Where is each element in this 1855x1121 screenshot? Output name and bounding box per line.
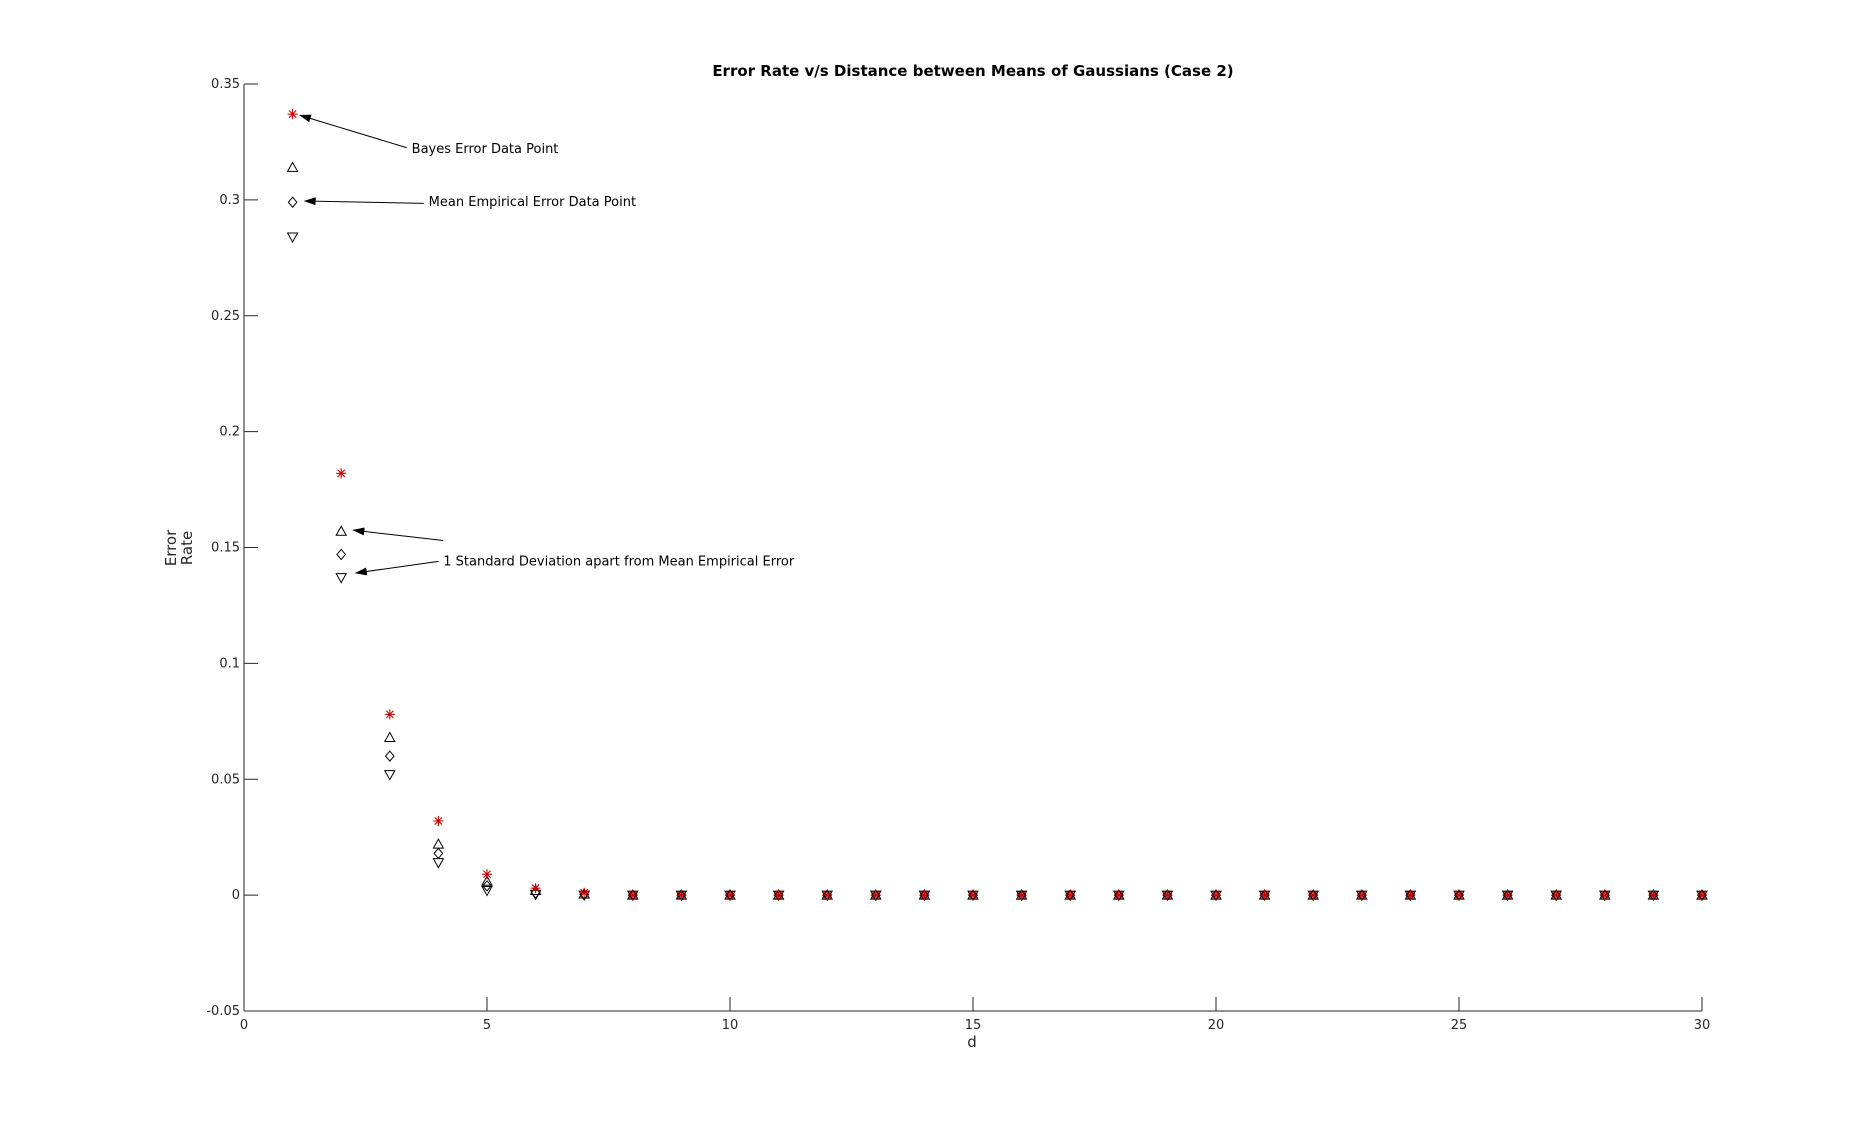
lower-std-point [432,858,445,869]
y-tick-label: 0.2 [219,425,240,440]
bayes-error-point [1599,890,1610,901]
annotation-arrow [352,527,444,542]
bayes-error-point [482,869,492,880]
bayes-error-point [1648,890,1659,901]
annotation-text: Bayes Error Data Point [412,142,559,157]
annotation-arrow [298,114,407,149]
bayes-error-point [1502,890,1513,901]
bayes-error-point [1162,890,1173,901]
lower-std-point [383,770,396,781]
y-tick-label: 0.25 [211,309,240,324]
y-tick-label: 0.1 [219,656,240,671]
x-tick-label: 25 [1451,1018,1468,1033]
upper-std-point [578,887,591,899]
bayes-error-point [1356,890,1367,901]
y-tick-label: 0.15 [211,541,240,556]
bayes-error-point [968,890,978,901]
bayes-error-point [579,887,590,898]
annotation-text: 1 Standard Deviation apart from Mean Emp… [443,554,795,569]
upper-std-point [335,525,348,536]
bayes-error-point [384,709,395,720]
bayes-error-point [433,815,444,826]
y-axis-label-line-2: Rate [178,531,196,565]
bayes-error-point [1113,890,1124,901]
x-tick-label: 0 [240,1018,248,1033]
y-tick-label: 0 [232,888,240,903]
axes: 0 5 10 15 20 25 30-0.0500.050.10.150.20.250.30… [206,77,1710,1033]
lower-std-point [286,232,299,243]
bayes-error-point [1454,890,1464,901]
bayes-error-point [725,890,735,901]
y-tick-label: 0.3 [219,193,240,208]
bayes-error-point [627,890,638,901]
x-tick-label: 20 [1208,1018,1225,1033]
mean-empirical-point [482,880,492,892]
bayes-error-point [1016,890,1027,901]
upper-std-point [481,875,493,886]
bayes-error-point [919,890,930,901]
bayes-error-point [1405,890,1416,901]
mean-empirical-point [433,847,444,860]
bayes-error-point [870,890,881,901]
mean-empirical-point [287,196,298,208]
bayes-error-point [676,890,687,901]
annotations: Bayes Error Data Point Mean Empirical Err… [298,114,795,576]
bayes-error-point [1551,890,1562,901]
y-tick-label: 0.35 [211,77,240,92]
mean-empirical-point [336,548,347,561]
bayes-error-point [1211,890,1221,901]
x-axis-label: d [967,1033,977,1051]
bayes-error-point [1259,890,1270,901]
bayes-error-point [822,890,833,901]
bayes-error-point [287,109,298,120]
bayes-error-point [1308,890,1319,901]
upper-std-point [286,161,299,172]
bayes-error-point [773,890,784,901]
mean-empirical-point [384,750,395,762]
data-points [286,109,1708,902]
bayes-error-point [530,883,541,894]
chart-title: Error Rate v/s Distance between Means of… [712,62,1233,80]
lower-std-point [335,573,348,584]
lower-std-point [481,885,493,897]
x-tick-label: 15 [965,1018,982,1033]
y-axis-label: Error Rate [162,529,196,566]
upper-std-point [383,731,396,743]
annotation-arrow [303,197,424,206]
y-tick-label: 0.05 [211,772,240,787]
x-tick-label: 5 [483,1018,491,1033]
bayes-error-point [336,468,347,479]
annotation-arrow [354,560,439,576]
y-tick-label: -0.05 [206,1004,240,1019]
x-tick-label: 10 [722,1018,739,1033]
x-tick-label: 30 [1694,1018,1711,1033]
bayes-error-point [1697,890,1707,901]
upper-std-point [432,838,445,849]
annotation-text: Mean Empirical Error Data Point [429,195,636,210]
y-axis-label-line-1: Error [162,529,180,566]
bayes-error-point [1065,890,1076,901]
